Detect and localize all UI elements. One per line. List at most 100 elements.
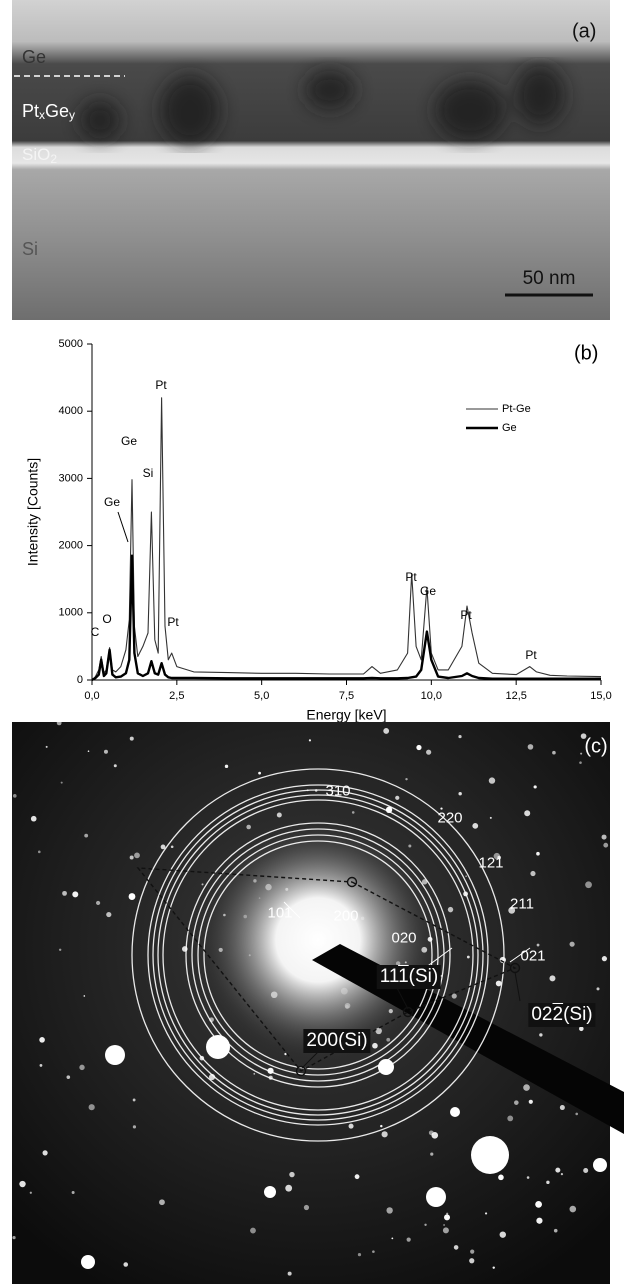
panel-b: 0 1000 2000 3000 4000 5000 0,0 2,5 5,0 7,5 10,0 12,… xyxy=(25,338,612,722)
ring xyxy=(185,822,451,1088)
diffraction-spot xyxy=(596,987,600,991)
diffraction-spot xyxy=(446,1212,449,1215)
diffraction-spot xyxy=(575,1112,579,1116)
diffraction-spot xyxy=(95,900,101,906)
beam-stop xyxy=(312,944,624,1134)
diffraction-spot xyxy=(489,816,492,819)
diffraction-spot xyxy=(444,1214,451,1221)
diffraction-spot xyxy=(583,1168,589,1174)
legend-label: Pt-Ge xyxy=(502,403,531,415)
diffraction-spot xyxy=(428,1130,434,1136)
diffraction-spot xyxy=(224,764,229,769)
diffraction-spot xyxy=(308,739,312,742)
y-tick-label: 5000 xyxy=(59,338,83,350)
diffraction-spot xyxy=(559,1105,565,1111)
diffraction-spot xyxy=(60,781,63,784)
diffraction-spot xyxy=(472,822,479,829)
ring xyxy=(197,834,439,1076)
diffraction-spot xyxy=(493,852,501,860)
diffraction-spot xyxy=(58,948,62,952)
diffraction-spot xyxy=(62,890,67,896)
diffraction-spot xyxy=(533,785,537,789)
diffraction-spot xyxy=(357,1252,362,1257)
text: (Si) xyxy=(563,1004,593,1025)
diffraction-spot xyxy=(579,761,582,764)
grain-contrast xyxy=(80,65,565,145)
diffraction-spot xyxy=(37,850,41,854)
text: 2 xyxy=(50,152,57,166)
diffraction-spot xyxy=(406,1237,411,1242)
leader-line xyxy=(509,947,531,963)
spot-marker xyxy=(402,1006,414,1018)
spot-label: 111(Si) xyxy=(376,965,442,989)
layer-label: Si xyxy=(22,239,38,259)
diffraction-spot xyxy=(469,1258,475,1264)
panel-label: (b) xyxy=(574,342,598,364)
x-tick-label: 2,5 xyxy=(169,690,184,702)
diffraction-spot xyxy=(447,906,454,913)
x-tick-label: 10,0 xyxy=(421,690,442,702)
diffraction-spot xyxy=(39,1064,43,1067)
x-tick-label: 0,0 xyxy=(84,690,99,702)
panel-c xyxy=(12,722,624,1284)
diffraction-spot xyxy=(372,1250,375,1253)
text: 200(Si) xyxy=(306,1030,368,1051)
diffraction-spot xyxy=(246,824,251,830)
diffraction-spot xyxy=(442,1227,449,1234)
x-tick-label: 15,0 xyxy=(590,690,611,702)
central-beam xyxy=(198,820,438,1060)
diffraction-spot xyxy=(443,1224,445,1226)
diffraction-spot xyxy=(380,1124,383,1128)
diffraction-spot xyxy=(12,1236,16,1240)
layer-label: Ge xyxy=(22,47,46,67)
diffraction-spot xyxy=(528,1099,533,1104)
leader-line xyxy=(301,1051,319,1069)
diffraction-spot xyxy=(88,1104,95,1111)
ring-label: 101 xyxy=(267,904,293,922)
diffraction-spot xyxy=(386,1037,391,1042)
diffraction-spot xyxy=(71,1191,75,1195)
tem-image xyxy=(12,0,610,320)
bright-spot xyxy=(81,1255,95,1269)
diffraction-spot xyxy=(66,1075,71,1079)
leader-line xyxy=(514,971,521,1002)
peak-label: Ge xyxy=(420,584,436,598)
ring xyxy=(147,784,489,1126)
diffraction-spot xyxy=(552,750,556,755)
series-line xyxy=(91,397,602,681)
diffraction-spot xyxy=(348,1123,354,1129)
ring xyxy=(131,768,505,1142)
diffraction-spot xyxy=(134,852,140,859)
diffraction-spot xyxy=(536,943,540,947)
ring-label: 200 xyxy=(333,907,359,925)
diffraction-spot xyxy=(289,1171,295,1178)
diffraction-spot xyxy=(527,744,534,750)
x-tick-label: 7,5 xyxy=(339,690,354,702)
ring xyxy=(191,828,445,1082)
diffraction-spot xyxy=(106,911,112,918)
bright-spot xyxy=(426,1187,446,1207)
diffraction-spot xyxy=(405,777,408,781)
diffraction-spot xyxy=(579,1026,584,1032)
diffraction-spot xyxy=(601,956,608,962)
diffraction-spot xyxy=(603,842,609,848)
x-tick-label: 5,0 xyxy=(254,690,269,702)
spot-label: 022(Si) xyxy=(528,1003,596,1027)
diffraction-spot xyxy=(19,1180,26,1188)
layer-label: PtxGey xyxy=(22,101,75,122)
diffraction-spot xyxy=(72,891,79,898)
diffraction-spot xyxy=(12,794,17,798)
spot-label: 200(Si) xyxy=(303,1029,371,1053)
peak-label: Si xyxy=(143,466,154,480)
diffraction-spot xyxy=(539,1033,543,1037)
diffraction-spot xyxy=(303,1204,310,1211)
y-tick-label: 1000 xyxy=(59,607,83,619)
ring xyxy=(152,789,484,1121)
diffraction-spot xyxy=(201,883,204,886)
peak-label: Pt xyxy=(460,608,472,622)
diffraction-spot xyxy=(408,844,412,848)
x-axis-label: Energy [keV] xyxy=(306,707,386,722)
text: SiO xyxy=(22,145,50,164)
legend-label: Ge xyxy=(502,422,517,434)
